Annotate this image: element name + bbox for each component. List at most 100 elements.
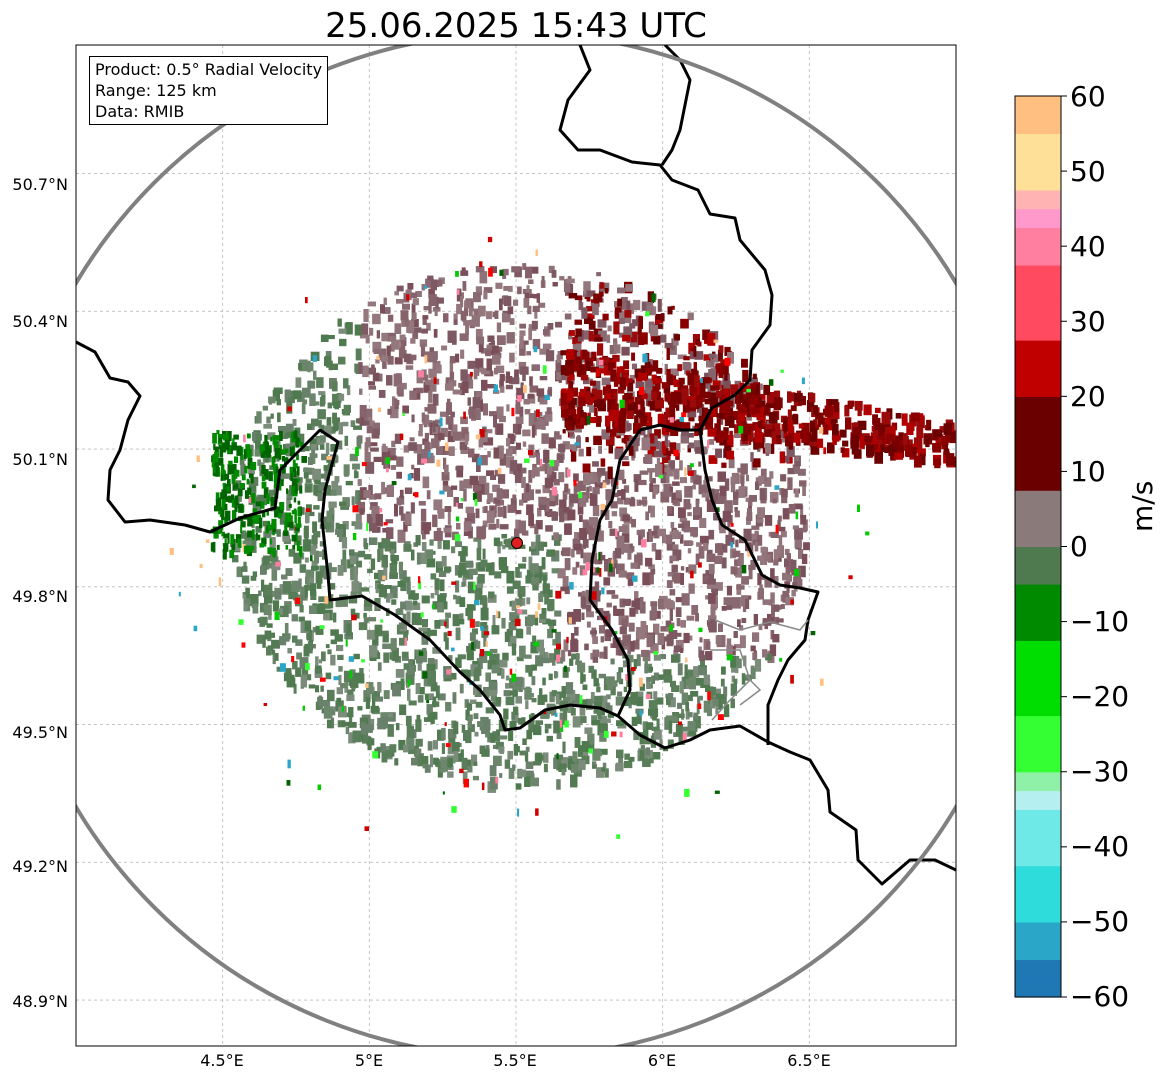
echo-cell: [751, 533, 759, 546]
echo-cell: [656, 367, 663, 374]
echo-cell: [897, 439, 904, 446]
echo-cell: [328, 501, 337, 508]
echo-cell: [556, 454, 564, 463]
echo-cell: [492, 311, 496, 318]
echo-cell: [724, 371, 728, 384]
echo-cell: [365, 334, 370, 344]
echo-cell: [733, 433, 742, 438]
echo-cell: [509, 318, 515, 325]
echo-cell: [741, 618, 747, 623]
echo-cell: [704, 576, 709, 581]
echo-cell: [630, 692, 638, 705]
echo-cell: [463, 320, 473, 326]
echo-cell: [256, 411, 262, 424]
echo-cell: [612, 492, 619, 498]
echo-speckle: [355, 447, 359, 456]
echo-cell: [245, 587, 250, 599]
echo-cell: [519, 344, 526, 356]
echo-cell: [638, 479, 647, 486]
echo-cell: [508, 767, 515, 779]
echo-speckle: [305, 508, 311, 512]
echo-cell: [685, 678, 693, 686]
echo-cell: [291, 614, 298, 622]
echo-cell: [474, 731, 479, 737]
echo-cell: [272, 389, 280, 402]
echo-cell: [698, 546, 705, 559]
echo-cell: [606, 602, 612, 608]
echo-cell: [422, 529, 426, 540]
echo-cell: [726, 603, 733, 610]
echo-cell: [581, 741, 590, 752]
echo-cell: [396, 456, 404, 467]
echo-cell: [335, 440, 343, 450]
echo-cell: [678, 377, 685, 385]
echo-cell: [495, 469, 500, 477]
echo-cell: [335, 700, 344, 712]
echo-cell: [426, 490, 431, 500]
echo-cell: [460, 447, 470, 454]
echo-cell: [375, 696, 383, 702]
echo-cell: [828, 424, 834, 431]
echo-cell: [890, 453, 896, 461]
echo-cell: [644, 657, 648, 669]
echo-speckle: [469, 618, 475, 628]
echo-speckle: [402, 412, 405, 416]
echo-cell: [895, 435, 900, 446]
echo-cell: [600, 458, 606, 467]
echo-cell: [411, 613, 419, 625]
echo-cell: [618, 570, 627, 578]
echo-cell: [773, 390, 781, 404]
echo-cell: [492, 355, 501, 365]
echo-cell: [603, 646, 608, 659]
echo-cell: [576, 364, 586, 377]
echo-cell: [746, 474, 750, 482]
echo-cell: [864, 435, 873, 443]
echo-cell: [636, 529, 644, 535]
echo-cell: [611, 563, 617, 569]
echo-cell: [287, 648, 292, 654]
echo-cell: [264, 595, 273, 604]
echo-cell: [521, 467, 527, 474]
echo-cell: [728, 409, 733, 422]
echo-cell: [387, 408, 392, 415]
echo-cell: [639, 470, 649, 475]
echo-cell: [913, 437, 923, 450]
echo-speckle: [352, 533, 357, 541]
echo-cell: [482, 506, 486, 513]
echo-cell: [712, 699, 719, 707]
echo-cell: [467, 397, 471, 406]
echo-cell: [382, 633, 389, 643]
echo-cell: [374, 493, 382, 500]
echo-cell: [443, 485, 450, 492]
echo-cell: [661, 414, 669, 428]
echo-cell: [690, 691, 699, 697]
echo-cell: [704, 391, 711, 398]
echo-cell: [484, 437, 494, 446]
echo-speckle: [205, 539, 210, 543]
echo-cell: [762, 618, 772, 626]
echo-cell: [553, 721, 560, 733]
echo-cell: [447, 728, 457, 739]
echo-cell: [389, 541, 397, 554]
echo-cell: [508, 285, 513, 292]
echo-cell: [615, 563, 625, 575]
echo-cell: [587, 412, 591, 420]
echo-cell: [649, 433, 655, 444]
echo-cell: [287, 397, 293, 403]
echo-cell: [327, 402, 332, 409]
echo-cell: [315, 656, 319, 666]
echo-cell: [756, 412, 766, 421]
echo-cell: [526, 597, 531, 605]
echo-cell: [331, 480, 339, 492]
echo-cell: [318, 551, 323, 557]
echo-cell: [329, 707, 336, 716]
echo-cell: [403, 632, 408, 641]
echo-cell: [875, 407, 881, 414]
echo-cell: [634, 554, 643, 566]
echo-cell: [724, 400, 734, 407]
echo-cell: [518, 594, 523, 599]
echo-cell: [503, 690, 511, 697]
echo-cell: [557, 351, 563, 360]
echo-cell: [586, 605, 592, 614]
echo-speckle: [653, 651, 658, 655]
